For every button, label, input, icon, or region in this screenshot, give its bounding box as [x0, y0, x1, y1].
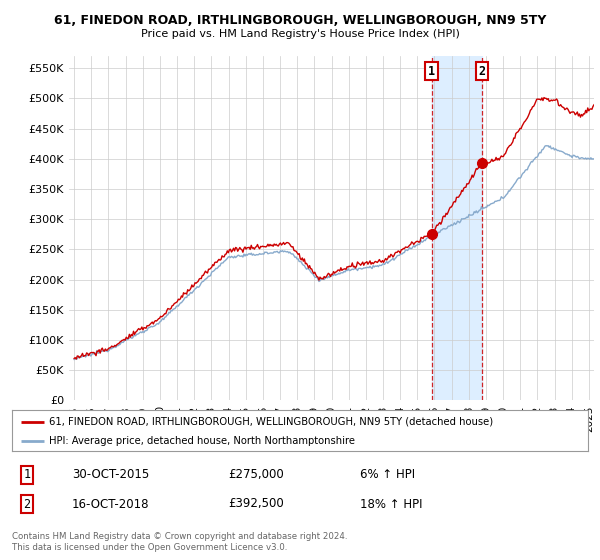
Text: 1: 1: [23, 468, 31, 482]
Text: 6% ↑ HPI: 6% ↑ HPI: [360, 468, 415, 482]
Text: 18% ↑ HPI: 18% ↑ HPI: [360, 497, 422, 511]
Text: 1: 1: [428, 64, 435, 78]
Text: £392,500: £392,500: [228, 497, 284, 511]
Text: HPI: Average price, detached house, North Northamptonshire: HPI: Average price, detached house, Nort…: [49, 436, 355, 446]
Text: 30-OCT-2015: 30-OCT-2015: [72, 468, 149, 482]
Text: 61, FINEDON ROAD, IRTHLINGBOROUGH, WELLINGBOROUGH, NN9 5TY: 61, FINEDON ROAD, IRTHLINGBOROUGH, WELLI…: [54, 14, 546, 27]
Text: 61, FINEDON ROAD, IRTHLINGBOROUGH, WELLINGBOROUGH, NN9 5TY (detached house): 61, FINEDON ROAD, IRTHLINGBOROUGH, WELLI…: [49, 417, 494, 427]
Bar: [431, 56, 482, 400]
Text: 2: 2: [23, 497, 31, 511]
Text: £275,000: £275,000: [228, 468, 284, 482]
Text: Price paid vs. HM Land Registry's House Price Index (HPI): Price paid vs. HM Land Registry's House …: [140, 29, 460, 39]
Text: Contains HM Land Registry data © Crown copyright and database right 2024.
This d: Contains HM Land Registry data © Crown c…: [12, 532, 347, 552]
Text: 2: 2: [479, 64, 486, 78]
Text: 16-OCT-2018: 16-OCT-2018: [72, 497, 149, 511]
